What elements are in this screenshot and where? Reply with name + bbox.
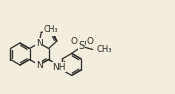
Text: NH: NH — [52, 63, 66, 72]
Text: N: N — [36, 61, 42, 70]
Text: CH₃: CH₃ — [44, 25, 58, 34]
Text: N: N — [49, 27, 56, 36]
Text: O: O — [86, 37, 93, 46]
Text: S: S — [79, 41, 85, 51]
Text: O: O — [70, 37, 77, 46]
Text: CH₃: CH₃ — [97, 45, 112, 54]
Text: N: N — [36, 39, 42, 47]
